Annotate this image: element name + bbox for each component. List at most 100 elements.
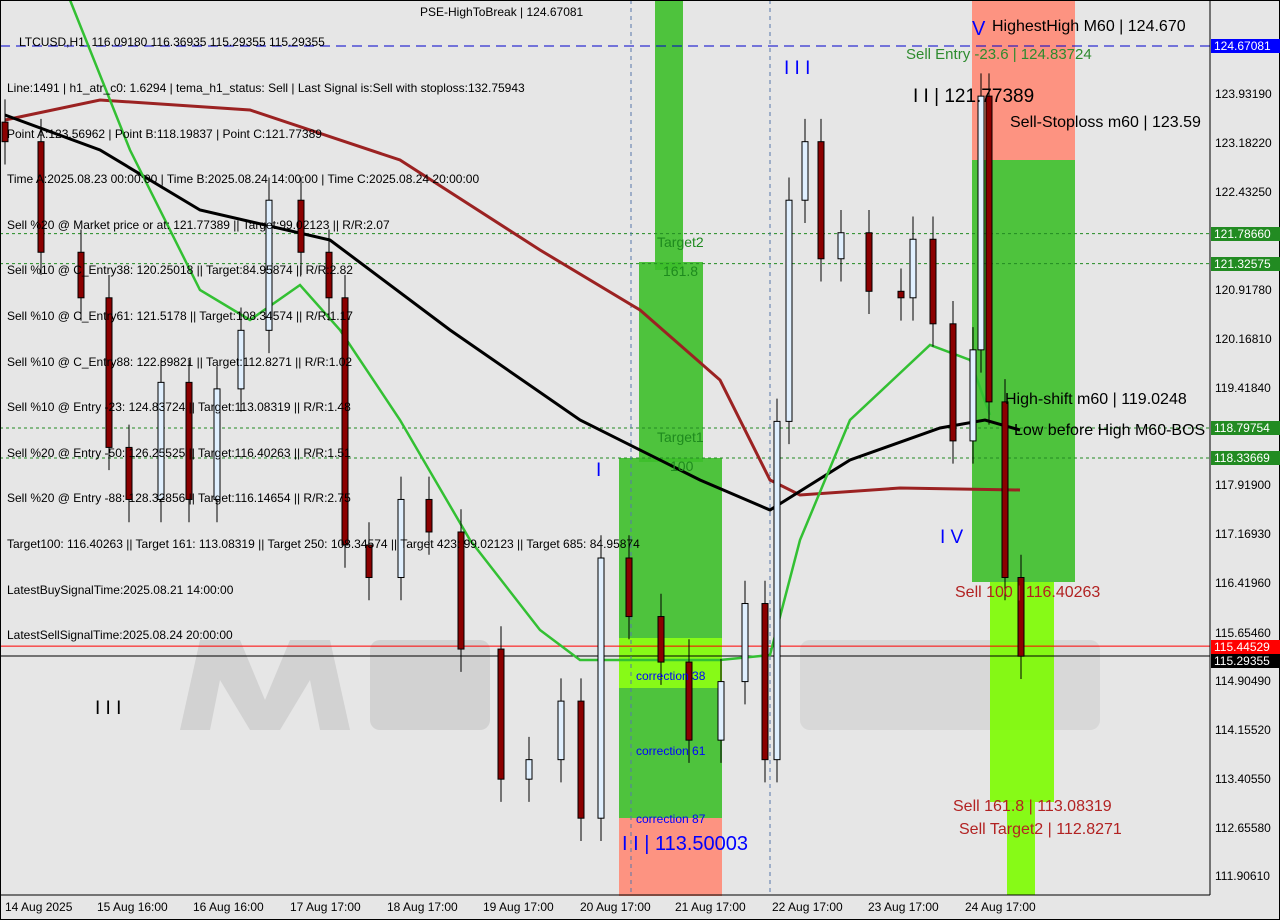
info-line: Sell %10 @ C_Entry61: 121.5178 || Target… [7,308,353,323]
info-line: LatestBuySignalTime:2025.08.21 14:00:00 [7,582,234,597]
candle-body [341,297,349,546]
candle-body [325,251,333,299]
watermark-shape [370,640,490,730]
price-tick-label: 123.18220 [1215,135,1272,150]
price-marker-label: 118.79754 [1211,421,1280,436]
info-line: Sell %20 @ Market price or at: 121.77389… [7,217,390,232]
sell-target2-label: Sell Target2 | 112.8271 [959,821,1122,838]
price-marker-label: 121.78660 [1211,226,1280,241]
candle-body [1001,401,1009,579]
target2-label: Target2 [657,234,704,250]
target1-label: Target1 [657,429,704,445]
candle-body [497,648,505,780]
time-tick-label: 19 Aug 17:00 [483,900,554,914]
candle-body [977,95,985,351]
candle-body [969,349,977,442]
overlap-label: PSE-HighToBreak | 124.67081 [420,5,584,19]
fib-100-label: 100 [670,458,694,474]
candle-body [425,498,433,533]
candle-body [909,238,917,299]
info-line: Target100: 116.40263 || Target 161: 113.… [7,536,640,551]
candle-body [837,232,845,260]
candle-body [597,557,605,819]
candle-body [785,199,793,422]
time-tick-label: 17 Aug 17:00 [290,900,361,914]
price-marker-label: 115.29355 [1211,653,1280,668]
price-tick-label: 114.15520 [1215,723,1271,738]
candle-body [929,238,937,325]
watermark-shape [800,640,1100,730]
candle-body [297,199,305,253]
sell-entry-label: Sell Entry -23.6 | 124.83724 [906,46,1092,63]
time-tick-label: 23 Aug 17:00 [868,900,939,914]
correction-87-label: correction 87 [636,812,706,826]
wave-iii-left-label: I I I [95,698,122,719]
candle-body [657,616,665,663]
info-line: Line:1491 | h1_atr_c0: 1.6294 | tema_h1_… [7,81,525,95]
candle-body [761,603,769,761]
candle-body [265,199,273,331]
time-tick-label: 22 Aug 17:00 [772,900,843,914]
price-tick-label: 119.41840 [1215,380,1271,395]
ma-black-line [4,113,1021,512]
time-tick-label: 24 Aug 17:00 [965,900,1036,914]
info-line: Sell %10 @ C_Entry88: 122.89821 || Targe… [7,354,353,369]
price-tick-label: 117.91900 [1215,478,1271,493]
target-zone [655,0,683,270]
candle-body [741,603,749,683]
wave-iv-label: I V [940,527,964,548]
candle-body [1,121,9,143]
candle-body [237,329,245,390]
info-line: Sell %10 @ Entry -23: 124.83724 || Targe… [7,400,351,415]
target-zone [619,458,722,638]
correction-61-label: correction 61 [636,744,706,758]
info-line: Time A:2025.08.23 00:00:00 | Time B:2025… [7,172,480,187]
candle-body [185,381,193,500]
target-zone [619,818,722,896]
candle-body [77,251,85,299]
price-tick-label: 120.91780 [1215,283,1272,298]
price-tick-label: 111.90610 [1215,869,1270,884]
correction-38-label: correction 38 [636,669,706,683]
sell-100-label: Sell 100 | 116.40263 [955,584,1101,601]
sell-161-label: Sell 161.8 | 113.08319 [953,798,1112,815]
candle-body [801,141,809,201]
candle-body [525,759,533,780]
point-c-label: I I | 121.77389 [913,86,1035,107]
info-line: Sell %20 @ Entry -88: 128.32856 || Targe… [7,491,351,506]
price-tick-label: 113.40550 [1215,771,1271,786]
high-shift-label: High-shift m60 | 119.0248 [1005,391,1187,408]
price-tick-label: 115.65460 [1215,625,1271,640]
time-tick-label: 14 Aug 2025 [5,900,73,914]
price-tick-label: 116.41960 [1215,575,1271,590]
candle-body [105,297,113,448]
target-zone [619,688,722,818]
info-panel: LTCUSD,H1 116.09180 116.36935 115.29355 … [7,5,640,674]
price-marker-label: 115.44529 [1211,639,1280,654]
candle-body [625,557,633,618]
candle-body [1017,577,1025,657]
time-tick-label: 21 Aug 17:00 [675,900,746,914]
info-line: Sell %10 @ C_Entry38: 120.25018 || Targe… [7,263,353,278]
candle-body [897,290,905,299]
candle-body [717,681,725,741]
time-tick-label: 18 Aug 17:00 [387,900,458,914]
price-marker-label: 118.33669 [1211,451,1280,466]
candle-body [365,544,373,579]
candle-body [37,141,45,253]
highest-high-label: HighestHigh M60 | 124.670 [992,18,1186,35]
price-marker-label: 121.32575 [1211,256,1280,271]
price-tick-label: 114.90490 [1215,674,1271,689]
candle-body [397,498,405,579]
wave-v-label: V [972,18,986,40]
symbol-line: LTCUSD,H1 116.09180 116.36935 115.29355 … [19,35,325,50]
candle-body [985,95,993,403]
candle-body [213,388,221,500]
watermark-shape [180,640,350,730]
price-tick-label: 123.93190 [1215,87,1272,102]
candle-body [817,141,825,260]
info-line: Sell %20 @ Entry -50: 126.25525 || Targe… [7,445,351,460]
ma-brown-line [4,98,1021,497]
